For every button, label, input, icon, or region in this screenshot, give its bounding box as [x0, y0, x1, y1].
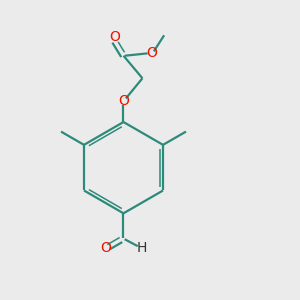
Text: O: O: [101, 241, 112, 255]
Text: H: H: [136, 241, 147, 255]
Text: O: O: [118, 94, 129, 108]
Text: O: O: [109, 31, 120, 44]
Text: O: O: [146, 46, 157, 60]
